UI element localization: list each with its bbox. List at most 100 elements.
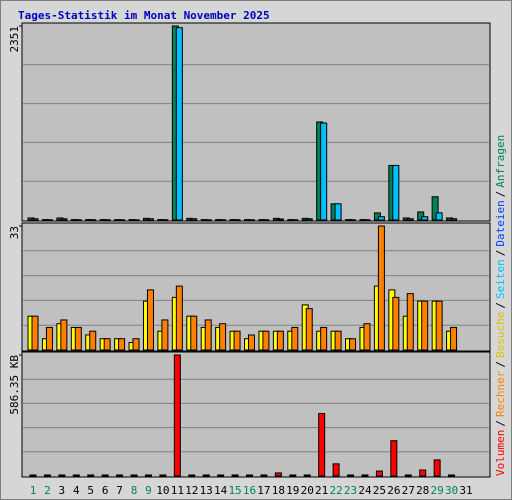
bar bbox=[419, 469, 427, 477]
bar bbox=[347, 474, 355, 477]
bar bbox=[320, 122, 328, 221]
bar bbox=[175, 285, 183, 351]
bar bbox=[118, 338, 126, 351]
bar bbox=[448, 474, 456, 477]
bar bbox=[334, 330, 342, 351]
bar bbox=[421, 216, 429, 221]
x-tick-label: 18 bbox=[272, 484, 285, 497]
y-tick-label: 586.35 KB bbox=[8, 355, 21, 415]
bar bbox=[390, 440, 398, 477]
bar bbox=[248, 334, 255, 351]
x-tick-label: 6 bbox=[102, 484, 109, 497]
legend-entry: Anfragen bbox=[494, 135, 507, 188]
x-tick-label: 26 bbox=[387, 484, 400, 497]
legend-separator: / bbox=[494, 191, 507, 198]
x-tick-label: 14 bbox=[214, 484, 228, 497]
x-tick-label: 22 bbox=[329, 484, 342, 497]
bar bbox=[274, 472, 282, 477]
bar bbox=[404, 474, 412, 477]
bar bbox=[377, 216, 385, 221]
x-tick-label: 27 bbox=[402, 484, 415, 497]
bar bbox=[375, 470, 383, 477]
x-tick-label: 31 bbox=[459, 484, 472, 497]
bar bbox=[363, 323, 371, 351]
bar bbox=[60, 319, 68, 351]
legend-separator: / bbox=[494, 361, 507, 368]
x-tick-label: 19 bbox=[286, 484, 299, 497]
bar bbox=[349, 338, 357, 351]
bar bbox=[233, 330, 241, 351]
x-tick-label: 3 bbox=[59, 484, 66, 497]
bar bbox=[43, 474, 51, 477]
bar bbox=[318, 412, 326, 477]
x-tick-label: 2 bbox=[44, 484, 51, 497]
plot-area bbox=[21, 351, 491, 478]
x-tick-label: 10 bbox=[156, 484, 169, 497]
bar bbox=[72, 474, 80, 477]
bar bbox=[334, 203, 342, 221]
bar bbox=[289, 474, 297, 477]
legend-entry: Seiten bbox=[494, 259, 507, 299]
bar bbox=[361, 474, 369, 477]
bar bbox=[188, 474, 196, 477]
x-tick-label: 23 bbox=[344, 484, 357, 497]
x-tick-label: 7 bbox=[116, 484, 123, 497]
bar bbox=[175, 27, 183, 221]
bar bbox=[45, 326, 53, 351]
bar bbox=[417, 211, 425, 221]
chart-title: Tages-Statistik im Monat November 2025 bbox=[18, 9, 270, 22]
x-tick-label: 29 bbox=[431, 484, 444, 497]
bar bbox=[435, 300, 443, 351]
legend-entry: Dateien bbox=[494, 200, 507, 246]
x-tick-label: 24 bbox=[358, 484, 372, 497]
bar bbox=[161, 319, 169, 351]
bar bbox=[130, 474, 138, 477]
bar bbox=[431, 196, 439, 221]
x-tick-label: 12 bbox=[185, 484, 198, 497]
legend-entry: Rechner bbox=[494, 370, 507, 417]
bar bbox=[204, 319, 212, 351]
bar bbox=[146, 218, 154, 221]
legend: Volumen / Rechner / Besuche / Seiten / Dateien / A… bbox=[494, 135, 507, 476]
bar bbox=[450, 218, 458, 221]
bar bbox=[421, 300, 429, 351]
bar bbox=[29, 474, 37, 477]
x-tick-label: 20 bbox=[301, 484, 314, 497]
bar bbox=[31, 218, 39, 221]
bar bbox=[406, 293, 414, 351]
y-tick-label: 2351 bbox=[8, 26, 21, 53]
bar bbox=[58, 474, 66, 477]
bar bbox=[103, 338, 111, 351]
bar bbox=[173, 354, 181, 477]
bar bbox=[262, 330, 270, 351]
legend-separator: / bbox=[494, 250, 507, 257]
legend-separator: / bbox=[494, 302, 507, 309]
x-tick-label: 1 bbox=[30, 484, 37, 497]
bar bbox=[101, 474, 109, 477]
bar bbox=[132, 338, 140, 351]
bar bbox=[60, 218, 68, 221]
bar bbox=[303, 474, 311, 477]
bar bbox=[406, 218, 414, 221]
legend-entry: Besuche bbox=[494, 312, 507, 358]
bar bbox=[332, 463, 340, 477]
bar bbox=[144, 474, 152, 477]
bar bbox=[377, 225, 385, 351]
bar bbox=[291, 326, 299, 351]
bar bbox=[276, 330, 284, 351]
x-tick-label: 15 bbox=[228, 484, 241, 497]
bar bbox=[276, 218, 284, 221]
bar bbox=[146, 289, 154, 351]
x-tick-label: 25 bbox=[373, 484, 386, 497]
bar bbox=[217, 474, 225, 477]
x-tick-label: 17 bbox=[257, 484, 270, 497]
x-tick-label: 30 bbox=[445, 484, 458, 497]
x-tick-label: 8 bbox=[131, 484, 138, 497]
bar bbox=[231, 474, 239, 477]
bar bbox=[435, 212, 443, 221]
bar bbox=[159, 474, 167, 477]
bar bbox=[219, 323, 227, 351]
bar bbox=[450, 326, 458, 351]
x-tick-label: 21 bbox=[315, 484, 328, 497]
